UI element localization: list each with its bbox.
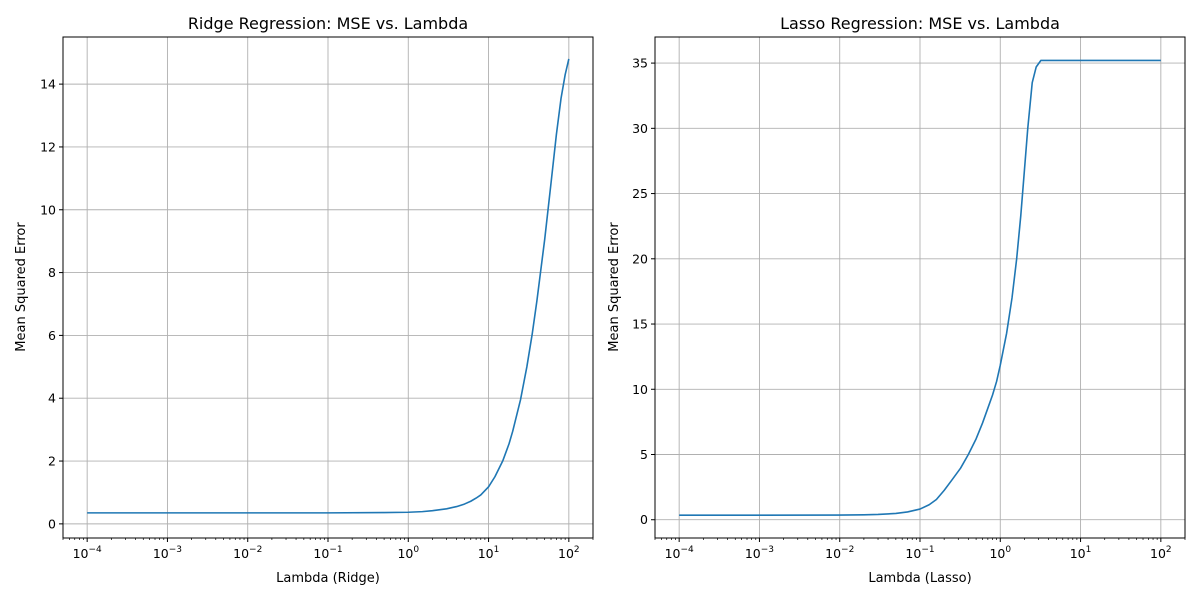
ridge-x-tick-label: 102 xyxy=(558,545,580,561)
lasso-x-tick-label: 102 xyxy=(1150,545,1172,561)
ridge-chart-title: Ridge Regression: MSE vs. Lambda xyxy=(188,14,468,33)
lasso-mse-line xyxy=(679,59,1161,516)
ridge-y-axis-label: Mean Squared Error xyxy=(14,222,29,352)
lasso-y-tick-label: 0 xyxy=(640,512,648,527)
lasso-y-tick-label: 30 xyxy=(632,121,648,136)
lasso-chart: Lasso Regression: MSE vs. Lambda Lambda … xyxy=(607,14,1186,586)
lasso-x-tick-label: 100 xyxy=(989,545,1011,561)
lasso-y-axis-label: Mean Squared Error xyxy=(607,222,622,352)
lasso-plot-frame xyxy=(654,36,1186,539)
ridge-y-tick-label: 6 xyxy=(48,328,56,343)
ridge-plot-frame xyxy=(62,36,594,539)
lasso-y-tick-label: 5 xyxy=(640,447,648,462)
ridge-y-tick-label: 8 xyxy=(48,265,56,280)
ridge-y-tick-label: 0 xyxy=(48,516,56,531)
lasso-x-tick-label: 10−2 xyxy=(825,545,854,561)
ridge-y-tick-label: 12 xyxy=(40,139,56,154)
lasso-y-tick-label: 15 xyxy=(632,317,648,332)
lasso-y-tick-label: 10 xyxy=(632,382,648,397)
ridge-x-tick-label: 10−3 xyxy=(153,545,182,561)
ridge-y-tick-label: 14 xyxy=(40,77,56,92)
ridge-x-tick-label: 10−4 xyxy=(73,545,102,561)
lasso-x-axis-label: Lambda (Lasso) xyxy=(868,571,971,586)
lasso-x-tick-label: 10−4 xyxy=(665,545,694,561)
lasso-x-tick-label: 101 xyxy=(1070,545,1092,561)
ridge-chart: Ridge Regression: MSE vs. Lambda Lambda … xyxy=(14,14,594,586)
ridge-x-tick-label: 10−2 xyxy=(233,545,262,561)
ridge-y-tick-label: 4 xyxy=(48,391,56,406)
ridge-x-tick-label: 101 xyxy=(478,545,500,561)
lasso-y-tick-label: 20 xyxy=(632,251,648,266)
ridge-x-tick-label: 100 xyxy=(397,545,419,561)
lasso-chart-title: Lasso Regression: MSE vs. Lambda xyxy=(780,14,1060,33)
lasso-y-tick-label: 35 xyxy=(632,56,648,71)
ridge-x-axis-label: Lambda (Ridge) xyxy=(276,571,380,586)
ridge-x-tick-label: 10−1 xyxy=(313,545,342,561)
lasso-x-tick-label: 10−1 xyxy=(905,545,934,561)
lasso-x-tick-label: 10−3 xyxy=(745,545,774,561)
ridge-y-tick-label: 10 xyxy=(40,202,56,217)
ridge-mse-line xyxy=(87,58,570,514)
lasso-y-tick-label: 25 xyxy=(632,186,648,201)
ridge-y-tick-label: 2 xyxy=(48,454,56,469)
